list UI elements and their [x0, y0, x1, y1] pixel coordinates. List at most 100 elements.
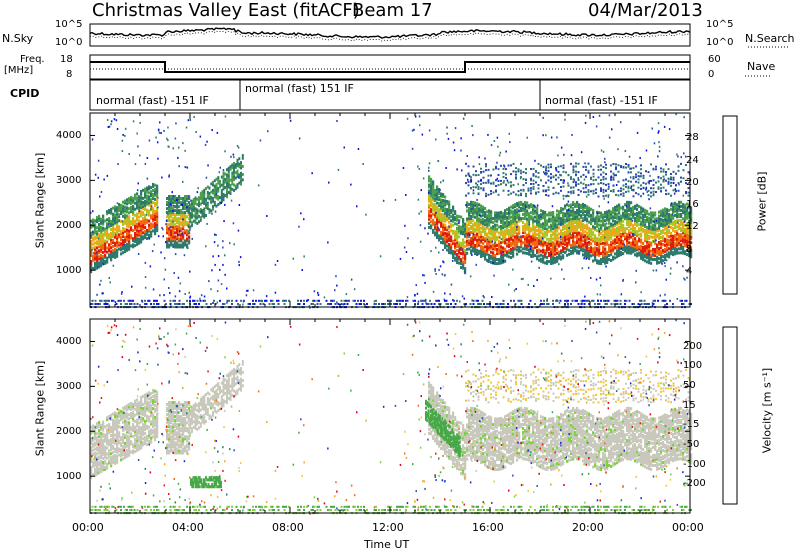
echo-pixel — [166, 243, 169, 247]
echo-pixel — [466, 201, 469, 205]
echo-pixel — [156, 420, 159, 424]
echo-pixel — [572, 409, 575, 412]
echo-pixel — [458, 461, 461, 465]
echo-pixel — [526, 203, 529, 207]
echo-pixel — [504, 421, 507, 425]
echo-pixel — [168, 421, 171, 425]
echo-pixel — [486, 258, 489, 262]
echo-pixel — [150, 232, 153, 236]
echo-pixel — [138, 197, 141, 201]
echo-pixel — [184, 427, 187, 431]
echo-pixel — [434, 231, 437, 235]
echo-pixel — [510, 231, 513, 235]
echo-pixel — [490, 220, 493, 224]
echo-pixel — [498, 211, 501, 215]
echo-pixel — [90, 245, 93, 249]
echo-pixel — [574, 227, 577, 231]
echo-pixel — [104, 465, 107, 469]
echo-pixel — [110, 430, 113, 433]
echo-pixel — [498, 231, 501, 235]
echo-pixel — [574, 416, 577, 420]
echo-pixel — [568, 428, 571, 432]
echo-pixel — [502, 432, 505, 436]
echo-pixel — [106, 222, 109, 226]
echo-pixel — [572, 213, 575, 217]
echo-pixel — [576, 441, 579, 445]
echo-pixel — [554, 228, 557, 232]
echo-pixel — [434, 199, 437, 203]
echo-pixel — [532, 246, 535, 250]
echo-pixel — [90, 445, 93, 449]
echo-pixel — [120, 246, 123, 250]
echo-pixel — [456, 226, 459, 230]
echo-pixel — [496, 213, 499, 217]
echo-pixel — [492, 221, 495, 225]
echo-pixel — [462, 242, 465, 246]
echo-pixel — [92, 224, 95, 228]
echo-pixel — [98, 471, 101, 475]
echo-pixel — [466, 431, 469, 435]
echo-pixel — [512, 438, 515, 442]
echo-pixel — [588, 414, 591, 418]
echo-pixel — [498, 445, 501, 449]
echo-pixel — [510, 455, 513, 459]
echo-pixel — [548, 435, 551, 439]
echo-pixel — [186, 243, 189, 247]
echo-pixel — [474, 233, 477, 237]
echo-pixel — [98, 257, 101, 261]
echo-pixel — [138, 409, 141, 413]
echo-pixel — [476, 240, 479, 244]
echo-pixel — [108, 237, 111, 241]
echo-pixel — [136, 406, 139, 410]
echo-pixel — [538, 228, 541, 232]
echo-pixel — [132, 239, 135, 243]
echo-pixel — [530, 215, 533, 219]
echo-pixel — [508, 451, 511, 455]
echo-pixel — [156, 392, 159, 396]
echo-pixel — [152, 421, 155, 425]
echo-pixel — [126, 454, 129, 458]
echo-pixel — [586, 425, 589, 429]
echo-pixel — [152, 193, 155, 196]
echo-pixel — [586, 245, 589, 249]
echo-pixel — [542, 420, 545, 424]
echo-pixel — [476, 430, 479, 434]
echo-pixel — [544, 221, 547, 224]
echo-pixel — [594, 448, 597, 452]
echo-pixel — [108, 451, 111, 455]
echo-pixel — [562, 207, 565, 211]
echo-pixel — [100, 238, 103, 241]
echo-pixel — [94, 227, 97, 231]
echo-pixel — [566, 425, 569, 429]
echo-pixel — [592, 253, 595, 257]
echo-pixel — [488, 433, 491, 437]
echo-pixel — [132, 406, 135, 410]
echo-pixel — [122, 222, 125, 226]
echo-pixel — [530, 249, 533, 253]
echo-pixel — [536, 435, 539, 438]
echo-pixel — [140, 396, 143, 399]
echo-pixel — [180, 245, 183, 249]
echo-pixel — [578, 439, 581, 443]
echo-pixel — [524, 445, 527, 449]
echo-pixel — [540, 243, 543, 247]
echo-pixel — [98, 457, 101, 461]
echo-pixel — [518, 423, 521, 427]
echo-pixel — [556, 453, 559, 457]
echo-pixel — [572, 225, 575, 229]
echo-pixel — [508, 251, 511, 255]
echo-pixel — [436, 403, 439, 407]
echo-pixel — [144, 411, 147, 415]
echo-pixel — [570, 423, 573, 427]
echo-pixel — [582, 249, 585, 253]
echo-pixel — [534, 431, 537, 435]
echo-pixel — [470, 217, 473, 220]
echo-pixel — [520, 423, 523, 427]
echo-pixel — [572, 431, 575, 435]
echo-pixel — [128, 429, 131, 433]
echo-pixel — [446, 406, 449, 409]
echo-pixel — [142, 402, 145, 406]
echo-pixel — [524, 231, 527, 235]
echo-pixel — [472, 249, 475, 253]
echo-pixel — [580, 204, 583, 207]
